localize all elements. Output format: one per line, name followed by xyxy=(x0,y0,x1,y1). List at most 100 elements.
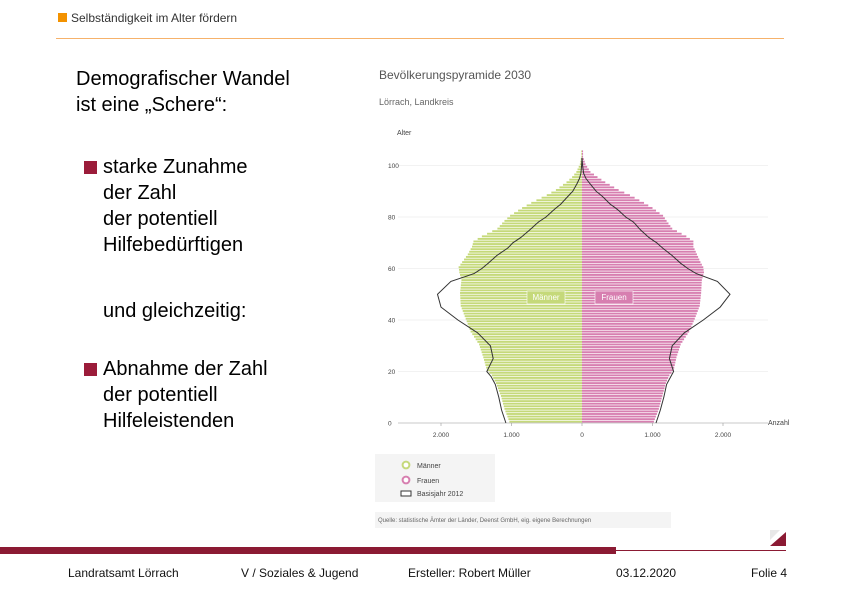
bar-men xyxy=(484,358,582,361)
bar-women xyxy=(582,333,688,336)
bar-men xyxy=(458,268,582,271)
bar-men xyxy=(514,212,582,215)
bar-men xyxy=(499,392,582,395)
bar-men xyxy=(506,413,582,415)
bar-women xyxy=(582,181,606,184)
bar-women xyxy=(582,338,685,341)
bar-women xyxy=(582,150,584,153)
bar-men xyxy=(566,181,582,184)
bar-women xyxy=(582,310,698,312)
y-tick-label: 0 xyxy=(388,421,392,428)
bar-men xyxy=(469,250,582,253)
bar-women xyxy=(582,348,680,351)
pyramid-bars xyxy=(398,150,768,424)
bar-women xyxy=(582,328,691,330)
bar-men xyxy=(510,214,582,217)
bar-women xyxy=(582,410,658,413)
y-ticks: 0 20 40 60 80 100 xyxy=(388,163,399,428)
bullet-square xyxy=(84,161,97,174)
bar-men xyxy=(541,196,582,199)
bar-men xyxy=(494,379,582,382)
bar-men xyxy=(569,178,582,181)
legend-men-marker xyxy=(401,460,411,470)
bar-men xyxy=(576,171,582,173)
bar-men xyxy=(507,415,582,418)
bar-men xyxy=(460,304,582,307)
bar-women xyxy=(582,325,692,328)
bar-men xyxy=(485,364,582,366)
legend-base-year-label: Basisjahr 2012 xyxy=(417,491,463,498)
bar-women xyxy=(582,294,701,297)
bar-women xyxy=(582,235,687,238)
bar-men xyxy=(580,160,582,163)
bullet-decrease-text: Abnahme der Zahl der potentiell Hilfelei… xyxy=(103,358,268,432)
bar-men xyxy=(477,340,582,343)
x-axis-label: Anzahl xyxy=(768,420,790,427)
bar-women xyxy=(582,191,625,194)
bar-women xyxy=(582,297,701,300)
bar-men xyxy=(580,158,582,160)
chart-source: Quelle: statistische Ämter der Länder, D… xyxy=(378,517,591,524)
bar-women xyxy=(582,340,683,343)
bar-men xyxy=(581,150,582,153)
bar-women xyxy=(582,415,656,418)
bar-men xyxy=(460,286,582,289)
footer-bar xyxy=(0,547,616,554)
bar-men xyxy=(531,201,582,204)
bar-men xyxy=(522,207,582,209)
bar-women xyxy=(582,299,701,302)
bar-men xyxy=(461,281,582,284)
y-tick-label: 40 xyxy=(388,318,396,325)
bar-men xyxy=(484,361,582,364)
bar-women xyxy=(582,353,678,356)
bar-women xyxy=(582,237,690,240)
bar-women xyxy=(582,163,586,166)
bar-men xyxy=(460,294,582,297)
bar-men xyxy=(518,209,582,212)
district-logo-icon xyxy=(768,528,788,548)
bar-women xyxy=(582,307,699,310)
bar-men xyxy=(475,338,582,341)
bar-men xyxy=(578,165,582,168)
bar-women xyxy=(582,389,664,392)
bar-women xyxy=(582,186,615,189)
bar-women xyxy=(582,176,598,179)
bar-women xyxy=(582,387,665,390)
bar-men xyxy=(496,384,582,387)
bar-men xyxy=(470,248,582,251)
bar-men xyxy=(465,317,582,320)
bar-men xyxy=(460,302,582,305)
bar-women xyxy=(582,253,697,256)
bar-women xyxy=(582,397,662,400)
bar-women xyxy=(582,358,676,361)
bar-men xyxy=(508,418,582,421)
legend-base-year-marker xyxy=(400,490,412,497)
bar-women xyxy=(582,413,657,415)
bar-label-men-text: Männer xyxy=(532,293,559,302)
bar-men xyxy=(468,325,582,328)
legend-men-label: Männer xyxy=(417,463,441,470)
population-pyramid-chart: Bevölkerungspyramide 2030 Lörrach, Landk… xyxy=(372,62,792,530)
bar-women xyxy=(582,248,695,251)
bar-men xyxy=(483,356,582,359)
bar-men xyxy=(495,382,582,385)
header-bullet xyxy=(58,13,67,22)
bar-men xyxy=(487,232,582,235)
bar-men xyxy=(482,353,582,356)
bar-label-men: Männer xyxy=(526,290,566,305)
bar-men xyxy=(473,240,582,243)
bar-women xyxy=(582,284,702,287)
bar-men xyxy=(466,320,582,323)
legend-women-label: Frauen xyxy=(417,478,439,485)
bar-women xyxy=(582,261,701,263)
bar-women xyxy=(582,227,673,230)
bar-women xyxy=(582,317,695,320)
bar-men xyxy=(489,371,582,374)
x-tick-label: 2.000 xyxy=(715,432,732,439)
header-title: Selbständigkeit im Alter fördern xyxy=(71,11,238,25)
bar-women xyxy=(582,366,675,369)
y-tick-label: 20 xyxy=(388,369,396,376)
footer-line xyxy=(616,550,786,551)
bar-men xyxy=(502,400,582,403)
bar-women xyxy=(582,155,584,158)
